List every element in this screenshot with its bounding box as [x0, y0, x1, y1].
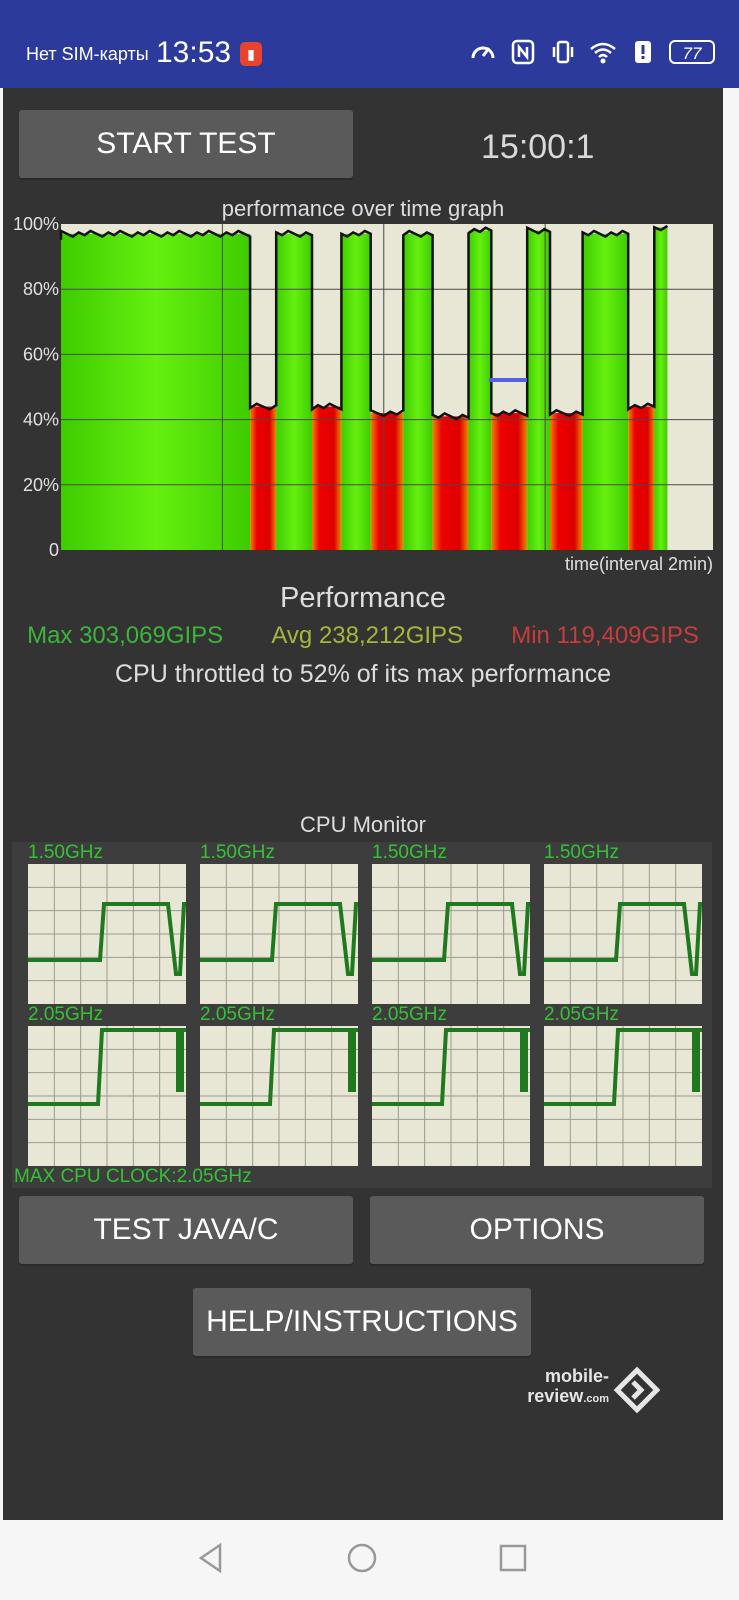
options-button[interactable]: OPTIONS — [370, 1196, 704, 1264]
y-tick-label: 20% — [23, 475, 59, 495]
cpu-core-graph — [544, 1026, 702, 1166]
cpu-core-freq: 2.05GHz — [544, 1004, 619, 1025]
timer: 15:00:1 — [481, 128, 595, 166]
performance-graph: 100% 80% 60% 40% 20% 0 — [13, 216, 713, 556]
logo-text-suffix: .com — [583, 1393, 609, 1405]
cpu-core-freq: 1.50GHz — [544, 842, 619, 863]
y-tick-label: 60% — [23, 344, 59, 364]
max-cpu-clock: MAX CPU CLOCK:2.05GHz — [14, 1166, 252, 1187]
logo-text-line2: review — [527, 1386, 584, 1406]
cpu-core-graph — [372, 864, 530, 1004]
grid — [61, 224, 713, 550]
cpu-core-graph — [200, 1026, 358, 1166]
performance-title: Performance — [279, 582, 446, 614]
home-icon[interactable] — [346, 1542, 378, 1574]
cpu-core-3: 1.50GHz — [542, 842, 702, 1004]
cpu-core-graph — [28, 864, 186, 1004]
carrier-label: Нет SIM-карты — [26, 44, 149, 64]
battery-saver-alert-icon: ▮ — [240, 42, 262, 66]
performance-segment — [582, 233, 629, 550]
max-stat: Max 303,069GIPS — [27, 622, 224, 649]
cpu-monitor-panel: 1.50GHz 1.50GHz 1.50GHz 1.50GHz 2.05GHz 2.05G… — [12, 842, 712, 1188]
app-screen: START TEST 15:00:1 performance over time… — [3, 88, 723, 1520]
cpu-core-freq: 1.50GHz — [28, 842, 103, 863]
cpu-core-graph — [200, 864, 358, 1004]
nfc-icon — [511, 39, 535, 65]
performance-segment — [654, 227, 668, 550]
diamond-logo-icon — [613, 1366, 661, 1414]
battery-icon: 77 — [669, 40, 715, 64]
cpu-core-freq: 2.05GHz — [372, 1004, 447, 1025]
performance-segment — [276, 233, 313, 550]
cpu-frequency-line — [372, 1028, 530, 1106]
performance-segment — [491, 413, 528, 550]
performance-segment — [403, 233, 433, 550]
logo-text-line1: mobile- — [544, 1366, 609, 1386]
cpu-core-4: 2.05GHz — [26, 1004, 186, 1166]
performance-segment — [550, 413, 583, 550]
cpu-core-freq: 2.05GHz — [200, 1004, 275, 1025]
performance-segment — [312, 406, 342, 550]
throttle-summary: CPU throttled to 52% of its max performa… — [114, 660, 612, 688]
y-axis: 100% 80% 60% 40% 20% 0 — [13, 216, 59, 556]
wifi-icon — [590, 42, 616, 64]
avg-stat: Avg 238,212GIPS — [271, 622, 464, 649]
start-test-button[interactable]: START TEST — [19, 110, 353, 178]
cpu-core-graph — [372, 1026, 530, 1166]
performance-segment — [628, 406, 655, 550]
cpu-frequency-line — [544, 902, 702, 976]
min-stat: Min 119,409GIPS — [511, 622, 699, 649]
back-icon[interactable] — [196, 1542, 224, 1574]
cpu-core-0: 1.50GHz — [26, 842, 186, 1004]
performance-line — [59, 224, 669, 421]
y-tick-label: 100% — [13, 216, 59, 234]
performance-segment — [527, 230, 550, 550]
performance-segment — [250, 406, 277, 550]
recents-icon[interactable] — [498, 1542, 528, 1574]
help-instructions-button[interactable]: HELP/INSTRUCTIONS — [193, 1288, 531, 1356]
x-axis-label: time(interval 2min) — [564, 554, 713, 574]
performance-segment — [61, 233, 251, 550]
cpu-frequency-line — [200, 1028, 358, 1106]
cpu-core-1: 1.50GHz — [198, 842, 358, 1004]
speed-icon — [471, 46, 495, 59]
cpu-core-5: 2.05GHz — [198, 1004, 358, 1166]
cpu-frequency-line — [200, 902, 358, 976]
vibrate-icon — [552, 40, 574, 64]
performance-segment — [432, 416, 469, 550]
cpu-monitor-title: CPU Monitor — [300, 812, 426, 837]
alert-icon — [635, 41, 651, 63]
cpu-core-freq: 1.50GHz — [372, 842, 447, 863]
status-icons: 77 — [469, 38, 715, 66]
y-tick-label: 0 — [49, 540, 59, 556]
clock: 13:53 — [156, 36, 232, 69]
cpu-frequency-line — [28, 902, 186, 976]
y-tick-label: 40% — [23, 410, 59, 430]
graph-title: performance over time graph — [221, 196, 505, 221]
cpu-core-6: 2.05GHz — [370, 1004, 530, 1166]
cpu-frequency-line — [372, 902, 530, 976]
cpu-frequency-line — [28, 1028, 186, 1106]
cpu-core-graph — [544, 864, 702, 1004]
cpu-core-7: 2.05GHz — [542, 1004, 702, 1166]
cpu-core-2: 1.50GHz — [370, 842, 530, 1004]
y-tick-label: 80% — [23, 279, 59, 299]
cpu-core-freq: 2.05GHz — [28, 1004, 103, 1025]
performance-segment — [370, 413, 404, 550]
cpu-frequency-line — [544, 1028, 702, 1106]
performance-stats: Max 303,069GIPS Avg 238,212GIPS Min 119,… — [3, 622, 723, 650]
performance-segment — [341, 233, 371, 550]
cpu-core-freq: 1.50GHz — [200, 842, 275, 863]
cpu-core-graph — [28, 1026, 186, 1166]
status-bar: Нет SIM-карты 13:53 ▮ 77 — [0, 0, 739, 88]
performance-segment — [468, 230, 492, 550]
performance-bars — [61, 227, 668, 550]
navigation-bar — [0, 1520, 739, 1600]
test-java-c-button[interactable]: TEST JAVA/C — [19, 1196, 353, 1264]
